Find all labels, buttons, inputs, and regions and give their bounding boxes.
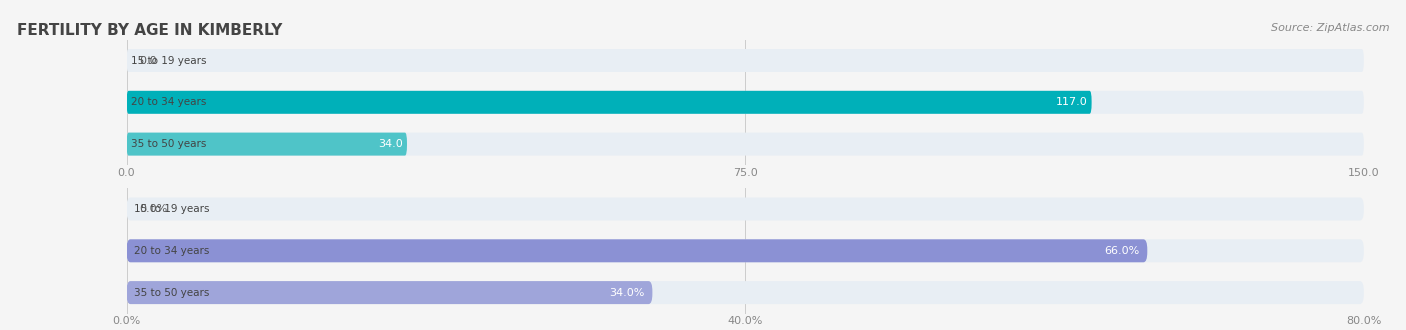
FancyBboxPatch shape	[127, 281, 652, 304]
Text: 34.0%: 34.0%	[609, 288, 644, 298]
Text: 117.0: 117.0	[1056, 97, 1087, 107]
FancyBboxPatch shape	[127, 239, 1147, 262]
FancyBboxPatch shape	[127, 133, 406, 156]
Text: 34.0: 34.0	[378, 139, 404, 149]
Text: Source: ZipAtlas.com: Source: ZipAtlas.com	[1271, 23, 1389, 33]
Text: 0.0%: 0.0%	[139, 204, 167, 214]
Text: 35 to 50 years: 35 to 50 years	[131, 139, 207, 149]
Text: FERTILITY BY AGE IN KIMBERLY: FERTILITY BY AGE IN KIMBERLY	[17, 23, 283, 38]
FancyBboxPatch shape	[127, 91, 1091, 114]
Text: 0.0: 0.0	[139, 55, 156, 65]
FancyBboxPatch shape	[127, 49, 1364, 72]
Text: 15 to 19 years: 15 to 19 years	[131, 55, 207, 65]
FancyBboxPatch shape	[127, 239, 1364, 262]
Text: 20 to 34 years: 20 to 34 years	[135, 246, 209, 256]
Text: 20 to 34 years: 20 to 34 years	[131, 97, 207, 107]
Text: 35 to 50 years: 35 to 50 years	[135, 288, 209, 298]
FancyBboxPatch shape	[127, 133, 1364, 156]
Text: 15 to 19 years: 15 to 19 years	[135, 204, 209, 214]
Text: 66.0%: 66.0%	[1104, 246, 1140, 256]
FancyBboxPatch shape	[127, 91, 1364, 114]
FancyBboxPatch shape	[127, 197, 1364, 220]
FancyBboxPatch shape	[127, 281, 1364, 304]
